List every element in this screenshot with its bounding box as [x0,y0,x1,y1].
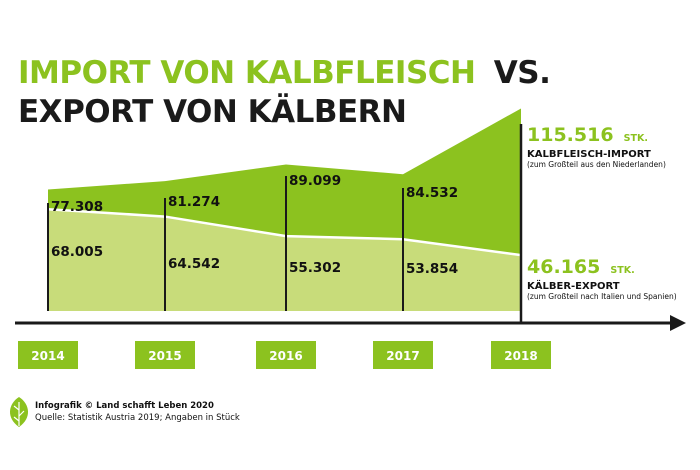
year-label: 2016 [269,349,302,363]
year-badge-box [18,341,78,369]
export-value-label: 55.302 [289,260,341,276]
import-value-label: 84.532 [406,185,458,201]
export-series-label: KÄLBER-EXPORT [527,278,620,292]
year-label: 2014 [31,349,64,363]
year-label: 2017 [386,349,419,363]
import-end-label: 115.516 STK. [527,124,648,146]
year-badge: 2018 [491,341,551,369]
export-total-value: 46.165 [527,256,600,278]
year-badge: 2017 [373,341,433,369]
year-badge-box [491,341,551,369]
year-label: 2018 [504,349,537,363]
export-unit: STK. [610,265,634,276]
year-label: 2015 [148,349,181,363]
chart-areas [47,108,533,311]
title-import-text: IMPORT VON KALBFLEISCH [18,55,475,91]
import-unit: STK. [624,133,648,144]
export-arrowhead [522,250,533,262]
export-value-label: 64.542 [168,256,220,272]
import-total-value: 115.516 [527,124,614,146]
title-line-2: EXPORT VON KÄLBERN [18,94,407,130]
leaf-icon [9,397,29,427]
import-value-label: 81.274 [168,194,220,210]
import-value-label: 89.099 [289,173,341,189]
export-value-label: 68.005 [51,244,103,260]
title-vs-text: VS. [494,55,551,91]
year-badge-box [373,341,433,369]
export-end-label: 46.165 STK. [527,256,635,278]
year-markers [47,124,523,323]
import-series-label: KALBFLEISCH-IMPORT [527,149,651,160]
year-badge-box [256,341,316,369]
export-series-note: (zum Großteil nach Italien und Spanien) [527,292,677,301]
import-value-label: 77.308 [51,199,103,215]
import-series-note: (zum Großteil aus den Niederlanden) [527,160,666,169]
footer-source: Quelle: Statistik Austria 2019; Angaben … [35,413,240,423]
footer-credit: Infografik © Land schafft Leben 2020 [35,401,214,411]
title-line-1: IMPORT VON KALBFLEISCH VS. [18,55,550,91]
timeline-arrowhead [670,315,686,331]
year-badge: 2016 [256,341,316,369]
year-badge: 2014 [18,341,78,369]
year-badges: 2014 2015 2016 2017 2018 [18,341,551,369]
year-badge-box [135,341,195,369]
export-value-label: 53.854 [406,261,458,277]
value-labels: 77.308 68.005 81.274 64.542 89.099 55.302 84.5… [51,173,458,277]
year-badge: 2015 [135,341,195,369]
